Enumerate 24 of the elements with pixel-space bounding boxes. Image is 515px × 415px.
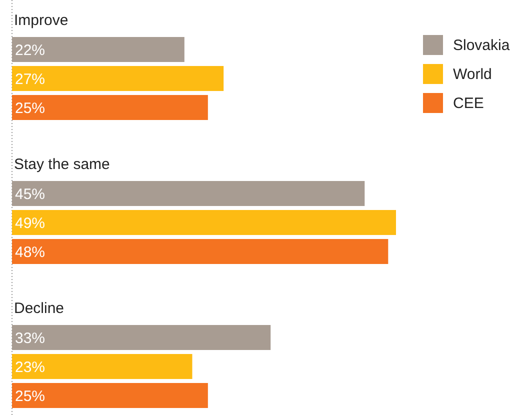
data-label: 48% bbox=[15, 244, 46, 261]
bar bbox=[12, 37, 184, 62]
data-label: 25% bbox=[15, 388, 46, 405]
legend-label: CEE bbox=[453, 95, 484, 112]
legend-label: World bbox=[453, 66, 492, 83]
legend-label: Slovakia bbox=[453, 37, 510, 54]
y-tick-label: Stay the same bbox=[14, 156, 110, 173]
bar bbox=[12, 210, 396, 235]
data-label: 23% bbox=[15, 359, 46, 376]
bar bbox=[12, 66, 224, 91]
bar bbox=[12, 239, 388, 264]
data-label: 25% bbox=[15, 100, 46, 117]
data-label: 45% bbox=[15, 186, 46, 203]
data-label: 22% bbox=[15, 42, 46, 59]
y-tick-label: Improve bbox=[14, 12, 68, 29]
bar bbox=[12, 325, 271, 350]
data-label: 33% bbox=[15, 330, 46, 347]
bar bbox=[12, 181, 365, 206]
y-tick-label: Decline bbox=[14, 300, 64, 317]
bar bbox=[12, 383, 208, 408]
data-label: 27% bbox=[15, 71, 46, 88]
bar bbox=[12, 95, 208, 120]
data-label: 49% bbox=[15, 215, 46, 232]
bar bbox=[12, 354, 192, 379]
